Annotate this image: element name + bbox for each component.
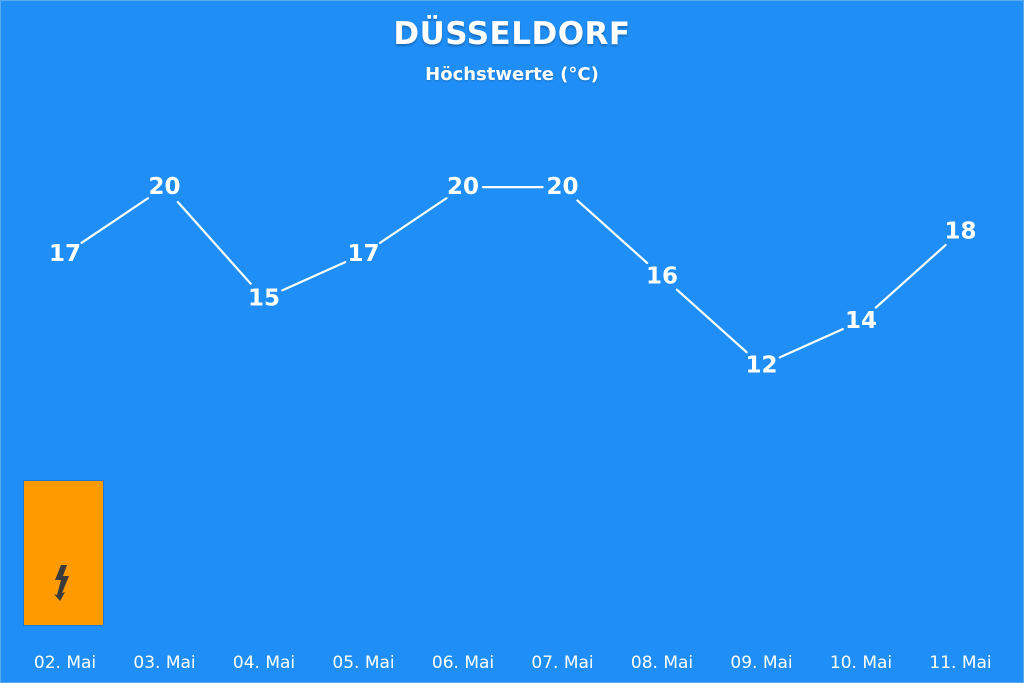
lightning-icon xyxy=(54,565,69,601)
value-labels: 17 20 15 17 20 20 16 12 14 18 xyxy=(49,174,977,378)
series-segment-8 xyxy=(778,327,844,359)
x-tick-label-1: 02. Mai xyxy=(34,653,96,673)
x-tick-label-9: 10. Mai xyxy=(830,653,892,673)
chart-subtitle: Höchstwerte (°C) xyxy=(425,64,599,85)
data-label-3: 15 xyxy=(248,286,280,312)
series-lines xyxy=(80,186,947,359)
data-label-4: 17 xyxy=(347,241,379,267)
x-tick-label-4: 05. Mai xyxy=(332,653,394,673)
series-segment-9 xyxy=(874,243,947,309)
x-tick-labels: 02. Mai 03. Mai 04. Mai 05. Mai 06. Mai 07. M… xyxy=(34,653,992,673)
data-label-5: 20 xyxy=(447,174,479,200)
data-label-2: 20 xyxy=(148,174,180,200)
data-label-8: 12 xyxy=(745,353,777,379)
x-tick-label-7: 08. Mai xyxy=(631,653,693,673)
x-tick-label-6: 07. Mai xyxy=(531,653,593,673)
series-segment-4 xyxy=(378,197,448,244)
x-tick-label-10: 11. Mai xyxy=(929,653,991,673)
data-label-7: 16 xyxy=(646,263,678,289)
x-tick-label-8: 09. Mai xyxy=(730,653,792,673)
x-tick-label-5: 06. Mai xyxy=(432,653,494,673)
series-segment-1 xyxy=(80,197,150,244)
weather-warning-badge xyxy=(24,481,103,625)
data-label-6: 20 xyxy=(546,174,578,200)
drop-lines xyxy=(64,205,962,628)
series-segment-2 xyxy=(176,200,252,285)
x-tick-label-3: 04. Mai xyxy=(233,653,295,673)
data-label-1: 17 xyxy=(49,241,81,267)
series-segment-7 xyxy=(675,288,748,354)
series-segment-3 xyxy=(281,261,347,292)
data-label-9: 14 xyxy=(845,308,877,334)
chart-title: DÜSSELDORF xyxy=(393,16,631,52)
x-tick-label-2: 03. Mai xyxy=(133,653,195,673)
series-segment-6 xyxy=(576,199,649,265)
data-label-10: 18 xyxy=(944,219,976,245)
